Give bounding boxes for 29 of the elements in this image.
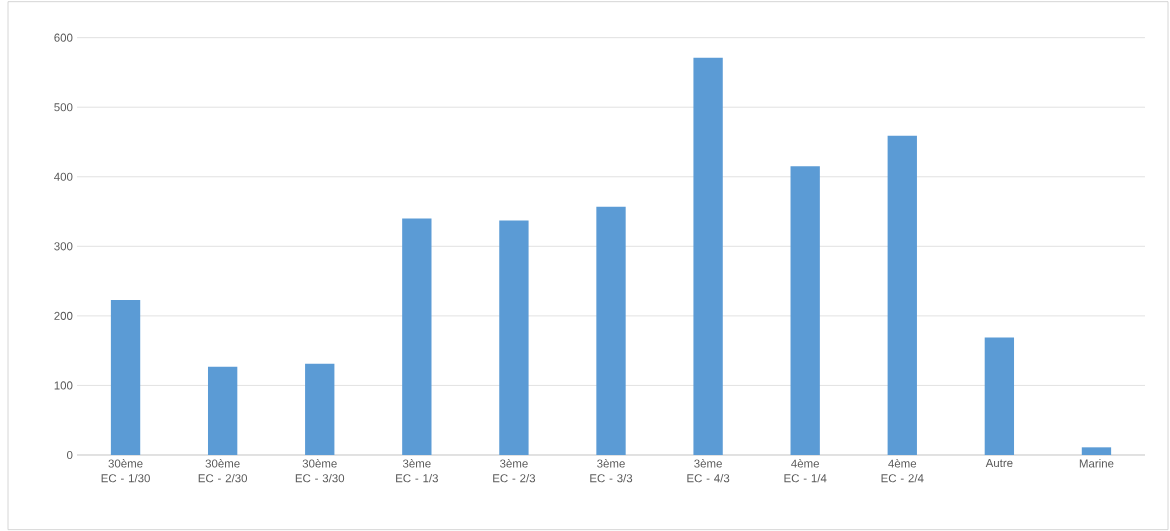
bar [887,135,917,455]
x-tick-label: 3ème EC - 1/3 [396,459,438,483]
y-tick-label: 300 [54,242,73,251]
x-tick-label: 30ème EC - 1/30 [101,459,150,483]
x-tick-label: 30ème EC - 3/30 [295,459,345,483]
bar [110,299,141,455]
x-tick-label: 30ème EC - 2/30 [198,459,248,483]
bar [790,166,820,455]
bar [984,337,1015,455]
bar [596,206,626,455]
y-tick-label: 200 [54,311,73,320]
y-tick-label: 0 [66,450,73,460]
x-tick-label: Autre [985,459,1013,468]
y-tick-label: 100 [54,381,73,390]
bar [693,57,723,455]
bar [499,220,529,455]
x-tick-label: 3ème EC - 3/3 [590,459,633,483]
x-tick-label: 4ème EC - 1/4 [784,459,827,483]
y-tick-label: 400 [54,172,73,181]
x-tick-label: 3ème EC - 2/3 [493,459,536,483]
y-tick-label: 500 [54,103,73,112]
bar [1081,447,1112,455]
x-tick-label: Marine [1079,459,1114,468]
bar [207,366,238,455]
x-tick-label: 4ème EC - 2/4 [881,459,924,483]
y-tick-label: 600 [54,33,73,42]
x-tick-label: 3ème EC - 4/3 [687,459,730,483]
bar [305,363,335,455]
bar [402,218,432,455]
